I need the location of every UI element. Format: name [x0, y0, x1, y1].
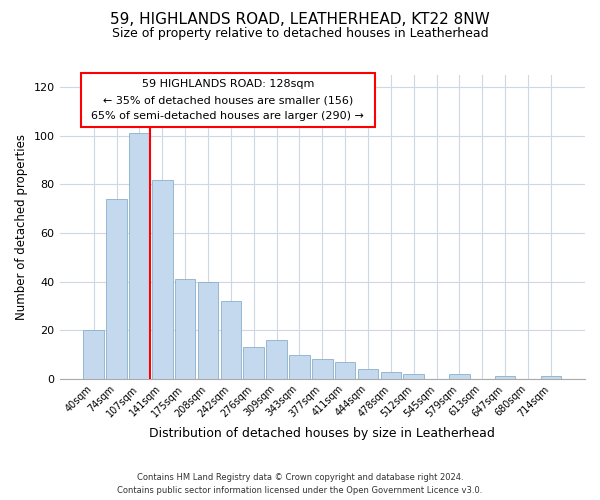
Bar: [244, 348, 264, 379]
Text: 59, HIGHLANDS ROAD, LEATHERHEAD, KT22 8NW: 59, HIGHLANDS ROAD, LEATHERHEAD, KT22 8N…: [110, 12, 490, 28]
Bar: [541, 376, 561, 379]
Text: Contains HM Land Registry data © Crown copyright and database right 2024.
Contai: Contains HM Land Registry data © Crown c…: [118, 474, 482, 495]
Y-axis label: Number of detached properties: Number of detached properties: [15, 134, 28, 320]
Bar: [358, 369, 378, 379]
Bar: [198, 282, 218, 379]
Bar: [380, 372, 401, 379]
FancyBboxPatch shape: [80, 74, 375, 126]
Bar: [83, 330, 104, 379]
Bar: [106, 199, 127, 379]
Bar: [266, 340, 287, 379]
Bar: [289, 354, 310, 379]
Bar: [221, 301, 241, 379]
Bar: [312, 360, 332, 379]
Bar: [403, 374, 424, 379]
Text: 59 HIGHLANDS ROAD: 128sqm
← 35% of detached houses are smaller (156)
65% of semi: 59 HIGHLANDS ROAD: 128sqm ← 35% of detac…: [91, 80, 364, 120]
Bar: [129, 134, 150, 379]
Bar: [152, 180, 173, 379]
Bar: [175, 279, 196, 379]
Bar: [449, 374, 470, 379]
Bar: [335, 362, 355, 379]
X-axis label: Distribution of detached houses by size in Leatherhead: Distribution of detached houses by size …: [149, 427, 495, 440]
Bar: [495, 376, 515, 379]
Text: Size of property relative to detached houses in Leatherhead: Size of property relative to detached ho…: [112, 28, 488, 40]
